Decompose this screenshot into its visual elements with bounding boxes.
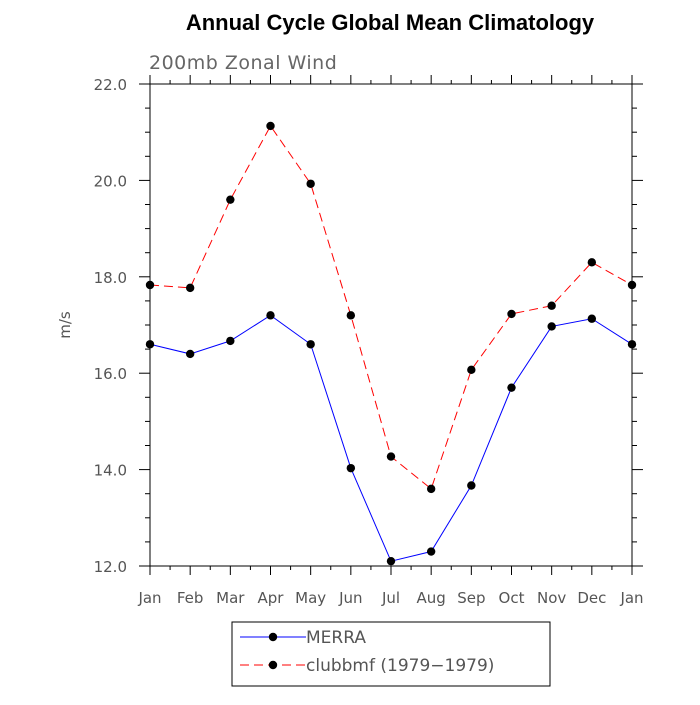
x-tick-label: Jan xyxy=(619,589,643,607)
data-point xyxy=(467,365,476,375)
data-point xyxy=(185,283,195,293)
data-point xyxy=(547,301,556,310)
legend-label: MERRA xyxy=(306,628,366,648)
legend-marker xyxy=(268,632,278,642)
data-point xyxy=(507,309,516,319)
data-point xyxy=(627,340,637,349)
y-tick-label: 20.0 xyxy=(94,172,127,190)
legend: MERRA clubbmf (1979−1979) xyxy=(231,621,551,687)
data-point xyxy=(426,547,436,556)
data-point xyxy=(467,481,476,490)
x-tick-label: Jan xyxy=(137,589,161,607)
x-tick-label: May xyxy=(295,589,326,607)
data-point xyxy=(145,340,155,349)
data-point xyxy=(386,452,396,461)
x-tick-label: Sep xyxy=(457,589,485,607)
y-tick-label: 14.0 xyxy=(94,462,127,480)
chart-subtitle: 200mb Zonal Wind xyxy=(149,52,337,74)
series-1 xyxy=(145,311,637,566)
data-point xyxy=(346,311,356,320)
x-tick-label: Dec xyxy=(577,589,606,607)
legend-label: clubbmf (1979−1979) xyxy=(306,656,494,676)
x-tick-label: Jun xyxy=(338,589,362,607)
y-tick-label: 22.0 xyxy=(94,76,127,94)
data-point xyxy=(306,340,315,349)
x-tick-label: Jul xyxy=(381,589,400,607)
legend-marker xyxy=(268,660,278,670)
data-point xyxy=(266,121,275,131)
data-point xyxy=(547,322,556,331)
x-tick-label: Nov xyxy=(537,589,566,607)
data-point xyxy=(426,484,436,494)
plot-axes: Jan Feb Mar Apr May Jun Jul Aug Sep Oct Nov Dec Jan 1… xyxy=(94,75,644,607)
data-point xyxy=(587,314,597,323)
series-layer xyxy=(145,121,637,566)
legend-box xyxy=(231,621,551,687)
x-tick-label: Aug xyxy=(417,589,446,607)
series-2 xyxy=(145,121,637,494)
data-point xyxy=(185,349,195,359)
data-point xyxy=(346,463,356,473)
y-tick-label: 16.0 xyxy=(94,365,127,383)
data-point xyxy=(145,280,155,290)
y-tick-label: 18.0 xyxy=(94,269,127,287)
data-point xyxy=(306,179,315,188)
data-point xyxy=(266,311,275,320)
data-point xyxy=(587,258,597,267)
x-tick-label: Oct xyxy=(499,589,525,607)
data-point xyxy=(226,195,235,204)
chart-title: Annual Cycle Global Mean Climatology xyxy=(186,10,595,35)
series-line xyxy=(149,314,633,562)
data-point xyxy=(627,280,637,290)
data-point xyxy=(507,383,516,392)
y-tick-label: 12.0 xyxy=(94,558,127,576)
x-tick-label: Mar xyxy=(216,589,245,607)
x-tick-label: Feb xyxy=(177,589,204,607)
y-axis-label: m/s xyxy=(56,311,74,339)
series-line xyxy=(149,124,633,490)
data-point xyxy=(226,336,235,346)
x-tick-label: Apr xyxy=(258,589,285,607)
data-point xyxy=(386,556,396,566)
